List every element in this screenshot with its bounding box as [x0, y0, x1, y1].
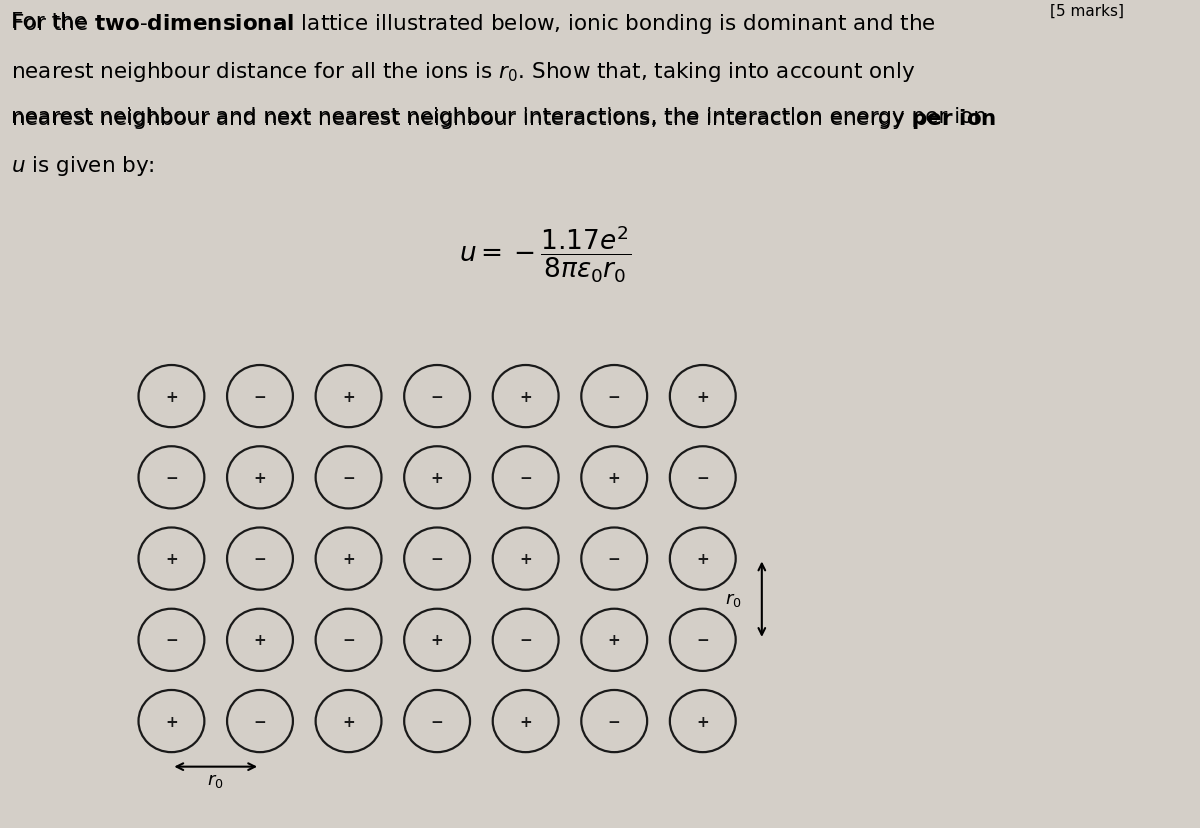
Text: −: − [696, 633, 709, 647]
Text: −: − [431, 389, 444, 404]
Text: nearest neighbour and next nearest neighbour interactions, the interaction energ: nearest neighbour and next nearest neigh… [11, 107, 997, 131]
Text: −: − [342, 470, 355, 485]
Text: +: + [342, 714, 355, 729]
Text: +: + [696, 389, 709, 404]
Text: +: + [253, 470, 266, 485]
Text: +: + [431, 470, 444, 485]
Text: −: − [431, 551, 444, 566]
Text: +: + [166, 551, 178, 566]
Text: +: + [520, 714, 532, 729]
Text: +: + [696, 551, 709, 566]
Text: −: − [166, 470, 178, 485]
Text: +: + [166, 389, 178, 404]
Text: −: − [608, 714, 620, 729]
Text: +: + [608, 470, 620, 485]
Text: −: − [253, 389, 266, 404]
Text: +: + [520, 551, 532, 566]
Text: −: − [253, 551, 266, 566]
Text: −: − [608, 551, 620, 566]
Text: +: + [520, 389, 532, 404]
Text: For the: For the [11, 12, 95, 32]
Text: +: + [342, 389, 355, 404]
Text: $r_0$: $r_0$ [725, 590, 742, 609]
Text: −: − [166, 633, 178, 647]
Text: −: − [520, 470, 532, 485]
Text: +: + [342, 551, 355, 566]
Text: −: − [253, 714, 266, 729]
Text: −: − [342, 633, 355, 647]
Text: +: + [253, 633, 266, 647]
Text: +: + [696, 714, 709, 729]
Text: +: + [608, 633, 620, 647]
Text: nearest neighbour distance for all the ions is $r_0$. Show that, taking into acc: nearest neighbour distance for all the i… [11, 60, 916, 84]
Text: −: − [696, 470, 709, 485]
Text: $r_0$: $r_0$ [208, 771, 224, 789]
Text: +: + [431, 633, 444, 647]
Text: −: − [431, 714, 444, 729]
Text: $u = -\dfrac{1.17e^2}{8\pi\varepsilon_0 r_0}$: $u = -\dfrac{1.17e^2}{8\pi\varepsilon_0 … [458, 224, 631, 285]
Text: $u$ is given by:: $u$ is given by: [11, 154, 155, 178]
Text: [5 marks]: [5 marks] [1050, 4, 1124, 19]
Text: nearest neighbour and next nearest neighbour interactions, the interaction energ: nearest neighbour and next nearest neigh… [11, 107, 988, 127]
Text: −: − [608, 389, 620, 404]
Text: −: − [520, 633, 532, 647]
Text: +: + [166, 714, 178, 729]
Text: For the $\bf{two}$-$\bf{dimensional}$ lattice illustrated below, ionic bonding i: For the $\bf{two}$-$\bf{dimensional}$ la… [11, 12, 936, 36]
